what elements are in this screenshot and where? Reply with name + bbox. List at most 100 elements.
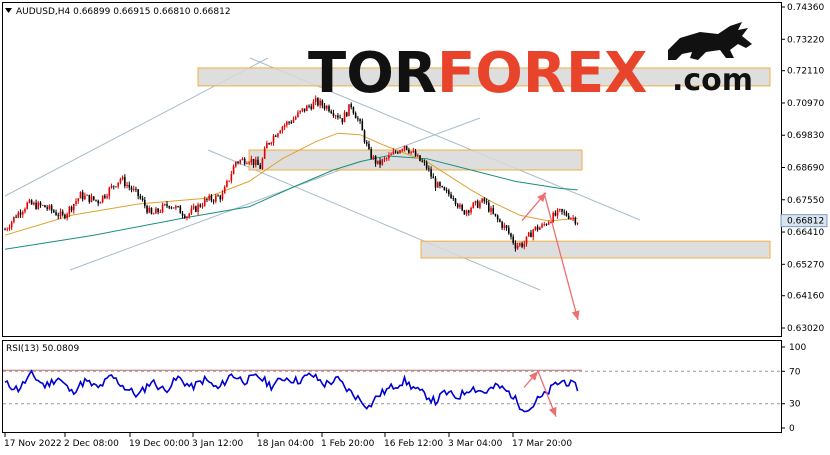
candle-body [139, 196, 142, 199]
candle-body [101, 195, 104, 203]
candle-body [312, 101, 315, 110]
candle-body [199, 204, 202, 207]
candle-body [319, 100, 321, 106]
candle-body [350, 104, 352, 108]
candle-body [570, 217, 572, 219]
candle-body [321, 100, 324, 106]
candle-body [343, 112, 346, 123]
candle-body [432, 176, 435, 179]
candle-body [208, 195, 210, 200]
candle-body [172, 207, 175, 209]
candle-body [248, 162, 250, 164]
logo-text-tor: TOR [308, 41, 437, 106]
candle-body [155, 208, 157, 214]
candle-body [66, 213, 68, 219]
candle-body [416, 155, 419, 157]
candle-body [159, 211, 162, 213]
candle-body [115, 186, 117, 188]
logo-text-forex: FOREX [437, 41, 647, 106]
candle-body [288, 121, 290, 123]
candle-body [50, 205, 53, 211]
candle-body [72, 203, 75, 211]
candle-body [496, 215, 499, 220]
candle-body [257, 159, 259, 165]
candle-body [510, 233, 512, 237]
candle-body [572, 217, 574, 219]
candle-body [132, 188, 135, 190]
candle-body [325, 106, 328, 109]
candle-body [4, 229, 6, 231]
candle-body [28, 200, 31, 203]
candle-body [126, 184, 128, 187]
candle-body [328, 106, 330, 112]
candle-body [541, 224, 543, 228]
candle-body [359, 119, 361, 121]
candle-body [86, 194, 88, 196]
candle-body [337, 115, 339, 118]
time-tick-label: 17 Nov 2022 [4, 439, 62, 449]
candle-body [228, 180, 230, 182]
candle-body [84, 195, 86, 200]
candle-body [104, 195, 106, 198]
candle-body [481, 198, 483, 203]
candle-body [175, 206, 177, 209]
time-tick-label: 1 Feb 20:00 [321, 439, 375, 449]
time-tick-label: 3 Jan 12:00 [192, 439, 244, 449]
candle-body [390, 154, 392, 156]
candle-body [430, 169, 432, 177]
candle-body [130, 187, 133, 190]
candle-body [161, 204, 164, 212]
candle-body [445, 190, 448, 191]
candle-body [330, 111, 333, 114]
candle-body [379, 160, 381, 165]
candle-body [92, 196, 95, 200]
rsi-tick-label: 100 [789, 343, 806, 353]
candle-body [230, 174, 233, 181]
collapse-triangle-icon[interactable] [5, 8, 12, 13]
candle-body [534, 226, 537, 230]
candle-body [294, 117, 297, 120]
candle-body [10, 221, 13, 228]
candle-body [450, 194, 452, 199]
candle-body [206, 198, 208, 200]
candle-body [323, 105, 326, 109]
candle-body [436, 182, 439, 188]
candle-body [423, 161, 426, 163]
candle-body [170, 207, 173, 209]
candlesticks [4, 95, 579, 252]
candle-body [246, 163, 248, 165]
candle-body [35, 202, 37, 210]
candle-body [239, 160, 242, 163]
candle-body [368, 143, 370, 150]
candle-body [499, 219, 501, 222]
price-tick-label: 0.72110 [787, 67, 824, 77]
candle-body [461, 204, 463, 211]
candle-body [414, 151, 417, 157]
candle-body [177, 206, 179, 208]
candle-body [530, 232, 532, 238]
candle-body [250, 158, 253, 163]
candle-body [235, 161, 237, 167]
candle-body [463, 210, 466, 215]
candle-body [252, 158, 255, 165]
rsi-tick-label: 70 [789, 367, 801, 377]
candle-body [21, 211, 24, 215]
candle-body [525, 236, 528, 244]
candle-body [385, 158, 388, 160]
price-tick-label: 0.67550 [787, 196, 824, 206]
candle-body [547, 222, 550, 225]
candle-body [30, 200, 33, 205]
rsi-tick-label: 0 [789, 424, 795, 434]
candle-body [6, 228, 9, 230]
candle-body [297, 112, 299, 118]
candle-body [441, 186, 443, 188]
candle-body [363, 130, 366, 143]
ma-fast-line [4, 132, 578, 236]
channel-line [207, 149, 541, 291]
price-tick-label: 0.65270 [787, 260, 824, 270]
price-tick-label: 0.66410 [787, 228, 824, 238]
candle-body [254, 159, 257, 165]
candle-body [454, 198, 457, 204]
candle-body [41, 205, 44, 206]
candle-body [263, 148, 266, 159]
